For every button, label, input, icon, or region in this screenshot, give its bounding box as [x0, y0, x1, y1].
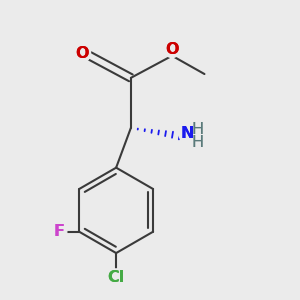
Text: O: O: [165, 42, 179, 57]
Text: N: N: [180, 126, 194, 141]
Text: N: N: [180, 126, 194, 141]
Text: H: H: [191, 122, 203, 137]
Text: H: H: [191, 135, 203, 150]
Text: H: H: [191, 135, 203, 150]
Text: Cl: Cl: [107, 270, 125, 285]
Text: F: F: [53, 224, 64, 239]
Circle shape: [108, 269, 124, 285]
Text: F: F: [53, 224, 64, 239]
Text: H: H: [191, 122, 203, 137]
Circle shape: [50, 224, 67, 240]
Circle shape: [164, 41, 180, 58]
Circle shape: [178, 125, 195, 142]
Text: O: O: [76, 46, 89, 61]
Circle shape: [74, 46, 91, 62]
Text: O: O: [76, 46, 89, 61]
Text: Cl: Cl: [107, 270, 125, 285]
Text: O: O: [165, 42, 179, 57]
